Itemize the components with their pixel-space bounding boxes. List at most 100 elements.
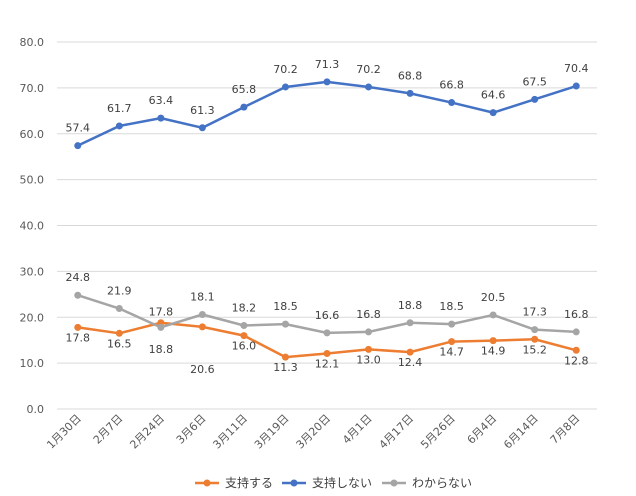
y-tick-label: 60.0	[20, 128, 45, 141]
data-point	[531, 335, 539, 343]
x-tick-label: 5月26日	[418, 412, 458, 452]
data-label: 61.3	[190, 104, 215, 117]
y-tick-label: 20.0	[20, 311, 45, 324]
data-point	[198, 323, 206, 331]
data-label: 20.6	[190, 363, 215, 376]
data-label: 16.8	[356, 308, 381, 321]
legend-marker	[290, 479, 298, 487]
y-axis-ticks: 0.0 10.0 20.0 30.0 40.0 50.0 60.0 70.0 80.0	[20, 36, 45, 416]
data-label: 14.7	[439, 346, 464, 359]
data-label: 70.2	[356, 63, 381, 76]
y-tick-label: 10.0	[20, 357, 45, 370]
series-lines	[74, 78, 580, 361]
x-tick-label: 6月4日	[465, 412, 500, 447]
data-point	[323, 349, 331, 357]
data-point	[448, 320, 456, 328]
data-label: 18.5	[273, 300, 298, 313]
data-label: 16.6	[315, 309, 340, 322]
gridlines	[57, 41, 597, 410]
x-tick-label: 2月24日	[127, 412, 167, 452]
data-label: 66.8	[439, 79, 464, 92]
x-tick-label: 3月11日	[210, 412, 250, 452]
data-point	[74, 291, 82, 299]
data-point	[198, 310, 206, 318]
data-label: 17.8	[66, 331, 91, 344]
y-tick-label: 40.0	[20, 220, 45, 233]
data-label: 65.8	[232, 83, 257, 96]
data-label: 18.8	[398, 299, 423, 312]
data-point	[157, 323, 165, 331]
x-axis-ticks: 1月30日 2月7日 2月24日 3月6日 3月11日 3月19日 3月20日 4月1日 4月1…	[44, 412, 582, 452]
data-label: 16.8	[564, 308, 589, 321]
data-point	[198, 124, 206, 132]
legend-marker	[203, 479, 211, 487]
data-label: 12.1	[315, 357, 340, 370]
data-point	[115, 305, 123, 313]
data-point	[157, 114, 165, 122]
data-label: 18.8	[149, 343, 174, 356]
data-point	[448, 99, 456, 107]
data-point	[115, 122, 123, 130]
legend-label: わからない	[412, 476, 472, 490]
data-label: 24.8	[66, 271, 91, 284]
data-point	[365, 328, 373, 336]
legend-label: 支持する	[225, 475, 273, 490]
data-point	[406, 89, 414, 97]
x-tick-label: 2月7日	[91, 412, 126, 447]
y-tick-label: 80.0	[20, 36, 45, 49]
x-tick-label: 7月8日	[548, 412, 583, 447]
data-point	[365, 345, 373, 353]
x-tick-label: 3月20日	[294, 412, 334, 452]
data-label: 18.1	[190, 290, 215, 303]
y-tick-label: 30.0	[20, 265, 45, 278]
data-point	[489, 109, 497, 117]
data-point	[406, 348, 414, 356]
data-label: 14.9	[481, 345, 506, 358]
y-tick-label: 70.0	[20, 82, 45, 95]
data-labels: 17.8 16.5 18.8 20.6 16.0 11.3 12.1 13.0 12.4 14.7…	[66, 58, 589, 376]
data-point	[572, 82, 580, 90]
data-label: 67.5	[522, 75, 547, 88]
data-label: 68.8	[398, 69, 423, 82]
data-label: 61.7	[107, 102, 132, 115]
data-point	[115, 329, 123, 337]
data-label: 63.4	[149, 94, 174, 107]
y-tick-label: 0.0	[27, 403, 45, 416]
data-point	[281, 83, 289, 91]
data-label: 15.2	[522, 343, 547, 356]
data-label: 18.2	[232, 302, 257, 315]
data-label: 21.9	[107, 285, 132, 298]
data-label: 70.4	[564, 62, 589, 75]
data-point	[406, 319, 414, 327]
data-point	[572, 346, 580, 354]
x-tick-label: 3月19日	[252, 412, 292, 452]
data-label: 17.3	[522, 306, 547, 319]
data-point	[281, 320, 289, 328]
x-tick-label: 3月6日	[174, 412, 209, 447]
data-point	[323, 78, 331, 86]
x-tick-label: 6月14日	[501, 412, 541, 452]
data-label: 57.4	[66, 122, 91, 135]
x-tick-label: 4月17日	[377, 412, 417, 452]
data-label: 64.6	[481, 89, 506, 102]
legend-marker	[390, 479, 398, 487]
data-label: 20.5	[481, 291, 506, 304]
data-point	[531, 326, 539, 334]
x-tick-label: 1月30日	[44, 412, 84, 452]
data-label: 13.0	[356, 353, 381, 366]
data-point	[240, 332, 248, 340]
x-tick-label: 4月1日	[340, 412, 375, 447]
data-label: 17.8	[149, 305, 174, 318]
data-point	[74, 323, 82, 331]
data-label: 12.8	[564, 354, 589, 367]
data-label: 70.2	[273, 63, 298, 76]
data-point	[365, 83, 373, 91]
data-label: 18.5	[439, 300, 464, 313]
data-point	[489, 311, 497, 319]
data-point	[74, 142, 82, 150]
data-label: 11.3	[273, 361, 298, 374]
data-point	[448, 338, 456, 346]
data-label: 16.5	[107, 337, 132, 350]
legend: 支持する 支持しない わからない	[195, 475, 472, 490]
